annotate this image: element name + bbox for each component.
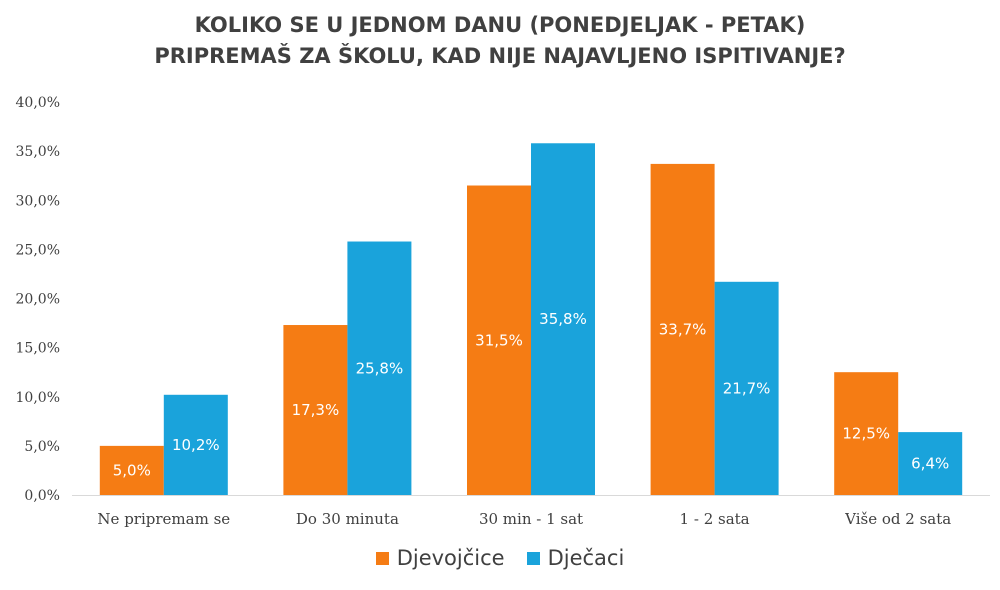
bar-group: 17,3% 25,8%: [283, 241, 412, 495]
data-label: 10,2%: [172, 436, 220, 454]
y-tick-label: 35,0%: [16, 144, 60, 160]
legend-swatch: [526, 551, 540, 565]
data-label: 31,5%: [475, 331, 523, 349]
chart-title-line-2: PRIPREMAŠ ZA ŠKOLU, KAD NIJE NAJAVLJENO …: [154, 44, 846, 68]
legend-item-djecaci: Dječaci: [526, 546, 625, 570]
bar: [650, 163, 715, 495]
bar: [283, 325, 348, 495]
bar: [531, 143, 595, 495]
data-label: 5,0%: [113, 461, 151, 479]
bar: [99, 445, 164, 495]
data-label: 25,8%: [356, 359, 404, 377]
y-tick-label: 0,0%: [24, 488, 60, 504]
x-tick-label: Više od 2 sata: [844, 510, 951, 528]
data-label: 21,7%: [723, 379, 771, 397]
bar-group: 31,5% 35,8%: [467, 143, 595, 495]
x-tick-label: 1 - 2 sata: [680, 510, 750, 528]
y-tick-label: 40,0%: [16, 95, 60, 111]
y-tick-label: 10,0%: [16, 390, 60, 406]
bar: [714, 281, 779, 495]
data-label: 17,3%: [292, 401, 340, 419]
legend-label: Djevojčice: [396, 546, 505, 570]
bar: [898, 432, 963, 495]
bar-group: 5,0% 10,2%: [99, 394, 228, 495]
bar: [834, 372, 899, 495]
x-tick-label: Do 30 minuta: [296, 510, 399, 528]
y-axis: 0,0% 5,0% 10,0% 15,0% 20,0% 25,0% 30,0% 35,0% 40…: [16, 95, 60, 504]
legend-label: Dječaci: [547, 546, 625, 570]
chart-title: KOLIKO SE U JEDNOM DANU (PONEDJELJAK - P…: [0, 10, 1000, 72]
legend-item-djevojcice: Djevojčice: [375, 546, 505, 570]
y-tick-label: 25,0%: [16, 242, 60, 258]
x-tick-label: 30 min - 1 sat: [479, 510, 583, 528]
data-label: 33,7%: [659, 320, 707, 338]
legend: Djevojčice Dječaci: [0, 546, 1000, 570]
data-label: 35,8%: [539, 310, 587, 328]
bar-groups: 5,0% 10,2% 17,3% 25,8% 31,5% 35,8% 33,7% 21,7% 1…: [99, 143, 963, 495]
bar: [467, 185, 531, 495]
bar-group: 12,5% 6,4%: [834, 372, 963, 495]
bar-group: 33,7% 21,7%: [650, 163, 779, 495]
x-tick-label: Ne pripremam se: [97, 510, 230, 528]
y-tick-label: 5,0%: [24, 439, 60, 455]
chart-title-line-1: KOLIKO SE U JEDNOM DANU (PONEDJELJAK - P…: [194, 13, 806, 37]
y-tick-label: 30,0%: [16, 193, 60, 209]
legend-swatch: [375, 551, 389, 565]
bar: [163, 394, 228, 495]
y-tick-label: 20,0%: [16, 292, 60, 308]
y-tick-label: 15,0%: [16, 341, 60, 357]
bar: [347, 241, 412, 495]
x-axis: Ne pripremam se Do 30 minuta 30 min - 1 sa…: [72, 495, 990, 528]
data-label: 6,4%: [911, 455, 949, 473]
data-label: 12,5%: [842, 425, 890, 443]
